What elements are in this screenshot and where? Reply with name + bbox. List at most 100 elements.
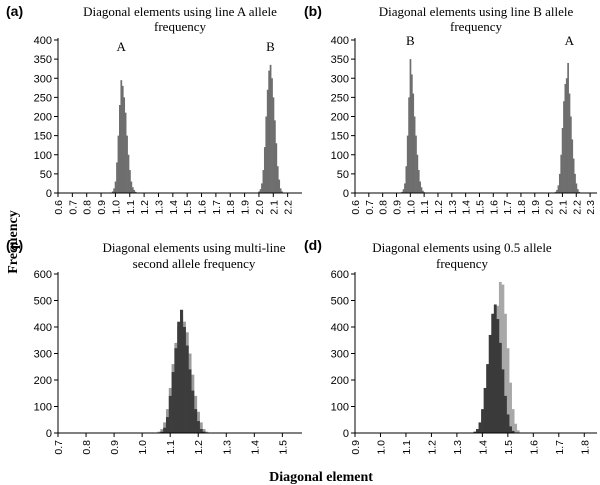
histogram-bar <box>120 80 123 193</box>
x-tick-label: 1.2 <box>426 440 438 455</box>
histogram-bar <box>558 173 561 193</box>
histogram-bar <box>196 421 200 433</box>
histogram-bar <box>163 427 167 433</box>
x-tick-label: 0.8 <box>378 200 390 215</box>
y-tick-label: 100 <box>34 402 52 414</box>
y-axis-title: Frequency <box>6 210 21 274</box>
histogram-bar <box>419 181 421 193</box>
x-tick-label: 0.8 <box>82 200 94 215</box>
histogram-bar <box>488 334 492 433</box>
histogram-bar <box>124 112 127 193</box>
x-tick-label: 0.7 <box>67 200 79 215</box>
histogram-bar <box>486 364 490 433</box>
panel-title-line: frequency <box>450 19 502 34</box>
histogram-bar <box>481 409 484 433</box>
x-tick-label: 2.0 <box>254 200 266 215</box>
histogram-bar <box>565 78 568 193</box>
histogram-bar <box>568 93 571 193</box>
y-tick-label: 250 <box>34 92 52 104</box>
panel-title-line: Diagonal elements using line A allele <box>83 4 277 19</box>
histogram-bar <box>564 83 567 193</box>
histogram-bar <box>404 183 406 193</box>
x-tick-label: 1.2 <box>193 440 205 455</box>
histogram-bar <box>262 170 265 193</box>
panel-letter: (d) <box>304 237 322 253</box>
x-tick-label: 0.7 <box>53 440 65 455</box>
peak-label: B <box>266 39 275 54</box>
histogram-bar <box>271 78 273 193</box>
histogram-bar <box>409 59 412 193</box>
histogram-bar <box>261 183 263 193</box>
x-tick-label: 1.7 <box>502 200 514 215</box>
histogram-series-2 <box>554 62 581 194</box>
histogram-bar <box>506 414 510 433</box>
histogram-bar <box>205 431 209 433</box>
histogram-bar <box>501 369 505 433</box>
y-tick-label: 200 <box>331 112 349 124</box>
y-tick-label: 0 <box>343 188 349 200</box>
y-tick-label: 0 <box>46 188 52 200</box>
x-tick-label: 1.1 <box>125 200 137 215</box>
histogram-series-2 <box>258 64 283 193</box>
panel-letter: (c) <box>6 237 23 253</box>
histogram-bar <box>168 395 172 433</box>
y-tick-label: 400 <box>331 322 349 334</box>
panel-title-line: Diagonal elements using multi-line <box>102 240 285 255</box>
x-tick-label: 1.1 <box>165 440 177 455</box>
histogram-bar <box>405 166 408 193</box>
x-tick-label: 1.7 <box>211 200 223 215</box>
x-tick-label: 1.5 <box>503 440 515 455</box>
histogram-bar <box>111 191 114 193</box>
x-tick-label: 0.9 <box>109 440 121 455</box>
y-tick-label: 0 <box>343 428 349 440</box>
histogram-bar <box>557 185 560 193</box>
x-tick-label: 2.1 <box>557 200 569 215</box>
histogram-bar <box>509 426 512 433</box>
histogram-bar <box>402 189 405 193</box>
histogram-bar <box>554 191 557 193</box>
histogram-bar <box>160 429 164 433</box>
histogram-bar <box>194 409 198 433</box>
chart-panel-4: (d) Diagonal elements using 0.5 allelefre… <box>304 237 597 455</box>
x-tick-label: 1.1 <box>419 200 431 215</box>
y-tick-label: 400 <box>331 35 349 47</box>
y-tick-label: 350 <box>331 54 349 66</box>
histogram-bar <box>126 135 128 193</box>
x-tick-label: 1.2 <box>433 200 445 215</box>
x-tick-label: 1.4 <box>477 440 489 455</box>
histogram-bar <box>276 166 279 193</box>
x-tick-label: 2.2 <box>571 200 583 215</box>
histogram-bar <box>269 64 272 193</box>
histogram-bar <box>511 430 515 433</box>
histogram-bar <box>279 188 282 193</box>
y-tick-label: 150 <box>331 131 349 143</box>
peak-label: B <box>406 33 415 48</box>
histogram-bar <box>496 319 500 433</box>
x-tick-label: 1.2 <box>139 200 151 215</box>
histogram-bar <box>160 431 164 433</box>
histogram-bar <box>202 429 206 433</box>
x-tick-label: 1.9 <box>240 200 252 215</box>
histogram-bar <box>422 190 424 193</box>
histogram-bar <box>123 97 126 193</box>
histogram-bar <box>412 93 415 193</box>
x-tick-label: 1.4 <box>168 200 180 215</box>
x-tick-label: 1.0 <box>110 200 122 215</box>
y-tick-label: 300 <box>331 73 349 85</box>
x-tick-label: 1.0 <box>375 440 387 455</box>
histogram-bar <box>127 154 130 193</box>
histogram-bar <box>278 179 281 193</box>
y-tick-label: 250 <box>331 92 349 104</box>
histogram-bar <box>174 348 178 433</box>
peak-label: A <box>116 39 126 54</box>
x-tick-label: 1.8 <box>516 200 528 215</box>
histogram-bar <box>476 429 479 433</box>
x-tick-label: 1.3 <box>452 440 464 455</box>
x-tick-label: 1.5 <box>474 200 486 215</box>
y-tick-label: 600 <box>34 269 52 281</box>
x-tick-label: 1.8 <box>225 200 237 215</box>
x-tick-label: 1.8 <box>579 440 591 455</box>
y-tick-label: 400 <box>34 322 52 334</box>
y-tick-label: 500 <box>331 296 349 308</box>
